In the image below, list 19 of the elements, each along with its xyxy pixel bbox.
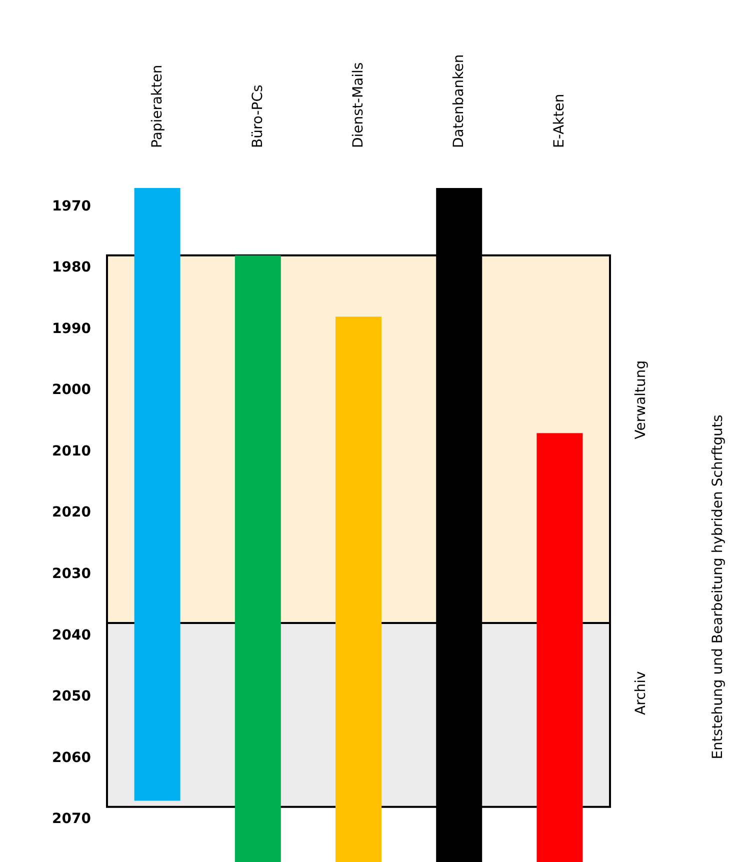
y-tick-label: 2060: [52, 750, 92, 766]
x-tick-label: Datenbanken: [451, 54, 468, 148]
y-tick-label: 2040: [52, 627, 92, 644]
y-tick-label: 2010: [52, 443, 92, 460]
y-tick-label: 2030: [52, 566, 92, 582]
x-tick-label: Papierakten: [149, 64, 166, 148]
y-tick-label: 2000: [52, 382, 92, 398]
y-tick-label: 2020: [52, 504, 92, 521]
x-tick-label: Dienst-Mails: [350, 62, 366, 148]
band-label: Verwaltung: [633, 360, 649, 440]
x-tick-label: E-Akten: [552, 94, 568, 148]
y-tick-label: 2050: [52, 688, 92, 705]
x-tick-label: Büro-PCs: [250, 84, 266, 148]
band-label: Archiv: [633, 671, 649, 715]
text: Entstehung und Bearbeitung hybriden Schrftguts: [710, 414, 726, 760]
y-tick-label: 1970: [52, 198, 92, 214]
y-tick-label: 2070: [52, 811, 92, 828]
y-tick-label: 1980: [52, 260, 92, 276]
y-tick-label: 1990: [52, 320, 92, 337]
